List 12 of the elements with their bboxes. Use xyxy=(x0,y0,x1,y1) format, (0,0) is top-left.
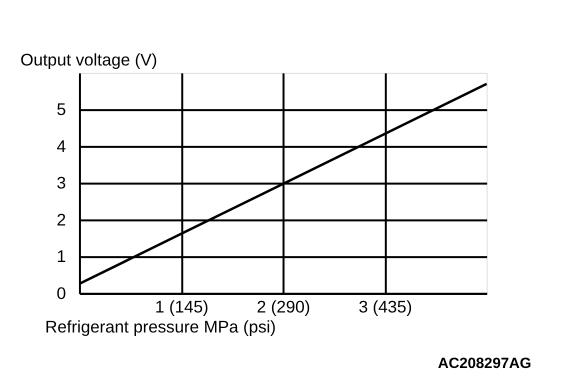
y-tick-label: 5 xyxy=(56,100,66,120)
y-tick-label: 1 xyxy=(56,247,66,266)
y-tick-label: 2 xyxy=(56,210,66,230)
x-tick-label: 3 (435) xyxy=(358,298,412,317)
text: AC208297AG xyxy=(438,356,532,372)
y-tick-label: 4 xyxy=(56,136,66,156)
x-axis-title: Refrigerant pressure MPa (psi) xyxy=(45,318,276,337)
y-axis-title: Output voltage (V) xyxy=(20,50,158,70)
y-tick-label: 3 xyxy=(56,174,66,193)
y-tick-label: 0 xyxy=(56,284,66,303)
x-tick-label: 1 (145) xyxy=(155,298,208,317)
x-tick-label: 2 (290) xyxy=(256,298,310,317)
